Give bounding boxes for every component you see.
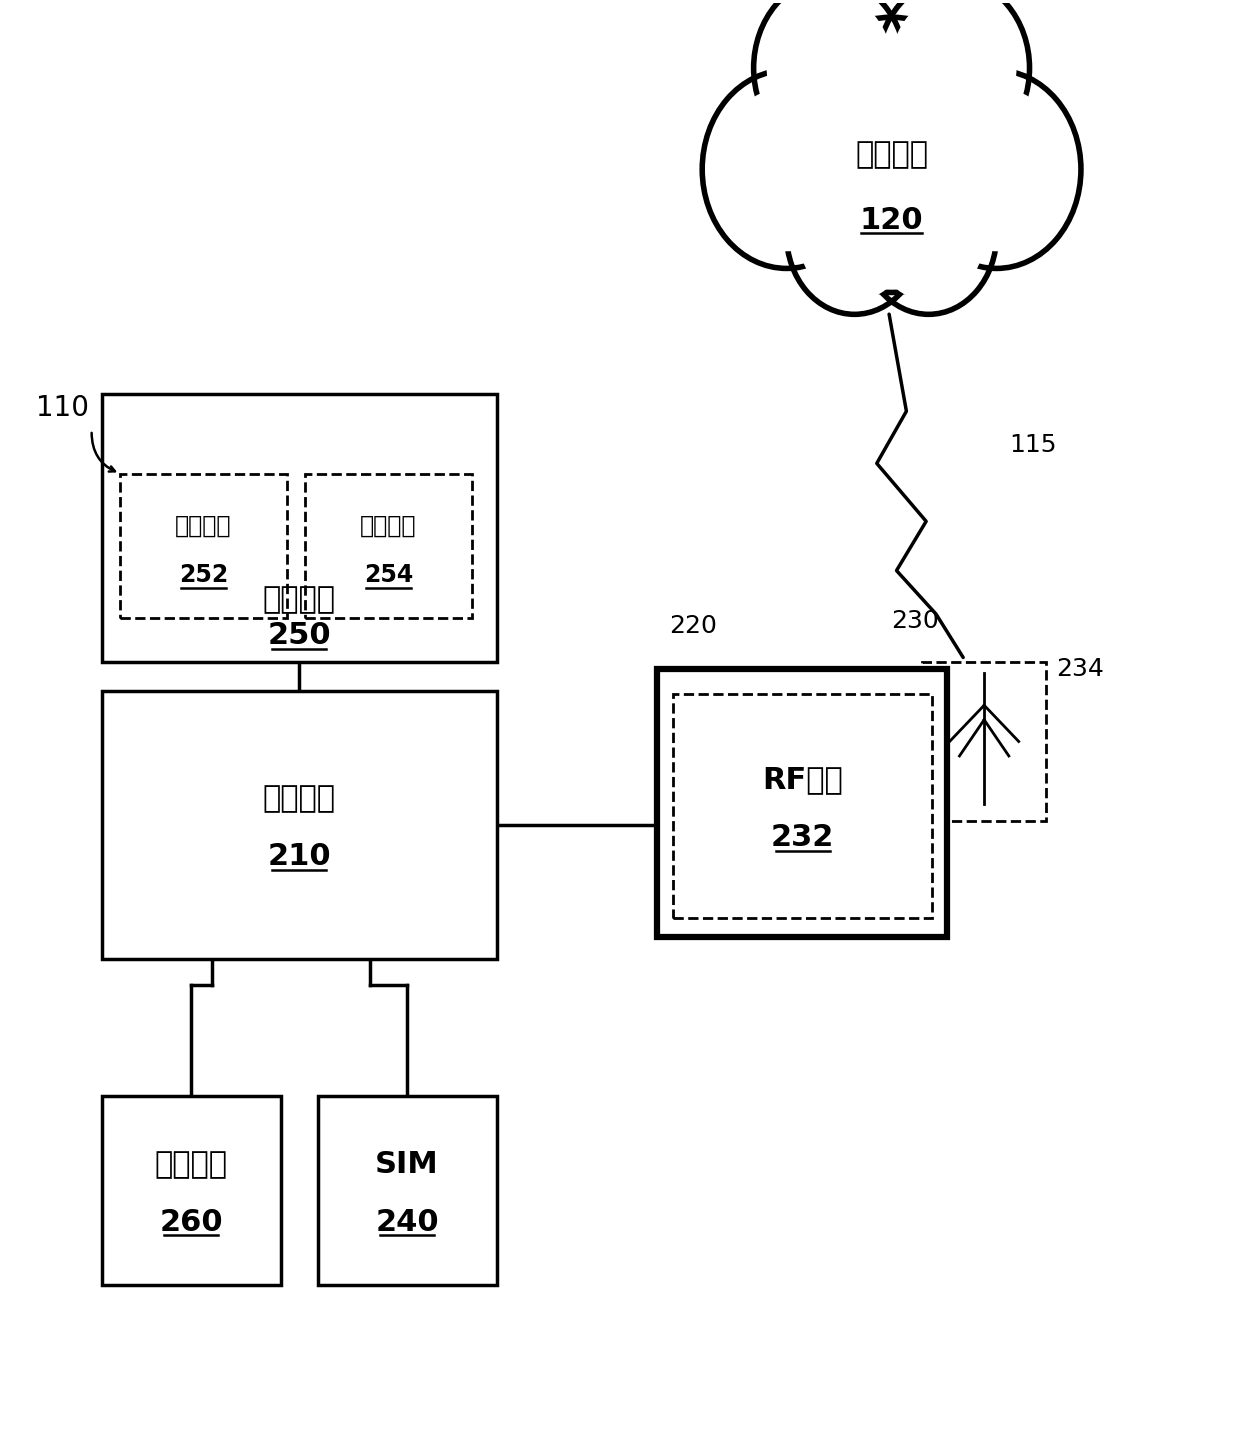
Circle shape: [786, 154, 923, 314]
Circle shape: [877, 0, 1029, 157]
Bar: [673, 694, 932, 917]
Text: 存储单元: 存储单元: [155, 1150, 227, 1179]
Text: 输出单元: 输出单元: [361, 513, 417, 538]
Text: RF模块: RF模块: [763, 765, 843, 794]
Text: SIM: SIM: [376, 1150, 439, 1179]
Circle shape: [913, 70, 1081, 269]
Text: 254: 254: [363, 563, 413, 587]
Bar: [305, 474, 472, 618]
Text: 252: 252: [179, 563, 228, 587]
Text: 250: 250: [268, 621, 331, 650]
Text: 用户接口: 用户接口: [263, 585, 336, 614]
Circle shape: [718, 89, 856, 250]
Text: 234: 234: [1055, 657, 1104, 680]
Bar: [120, 474, 286, 618]
Bar: [317, 1096, 496, 1285]
Text: 115: 115: [1009, 432, 1056, 457]
Text: 220: 220: [670, 614, 717, 638]
Text: 260: 260: [159, 1208, 223, 1237]
Circle shape: [890, 0, 1016, 141]
Text: 输入单元: 输入单元: [175, 513, 232, 538]
Circle shape: [795, 42, 988, 268]
Text: 240: 240: [376, 1208, 439, 1237]
Text: 110: 110: [36, 394, 88, 422]
Circle shape: [873, 169, 985, 300]
Circle shape: [768, 0, 893, 141]
Bar: [923, 662, 1045, 822]
Circle shape: [754, 0, 906, 157]
Circle shape: [928, 89, 1065, 250]
Text: 210: 210: [268, 842, 331, 871]
Circle shape: [861, 154, 997, 314]
Bar: [102, 691, 496, 958]
Text: 120: 120: [859, 205, 924, 234]
Circle shape: [774, 17, 1009, 292]
Bar: [102, 1096, 280, 1285]
Bar: [102, 394, 496, 662]
FancyArrowPatch shape: [92, 433, 115, 471]
Text: 通信网络: 通信网络: [856, 141, 928, 169]
Circle shape: [799, 169, 910, 300]
Text: 230: 230: [892, 609, 940, 634]
Text: 232: 232: [771, 823, 835, 852]
Text: 控制单元: 控制单元: [263, 784, 336, 813]
Circle shape: [702, 70, 870, 269]
Bar: [657, 669, 947, 936]
